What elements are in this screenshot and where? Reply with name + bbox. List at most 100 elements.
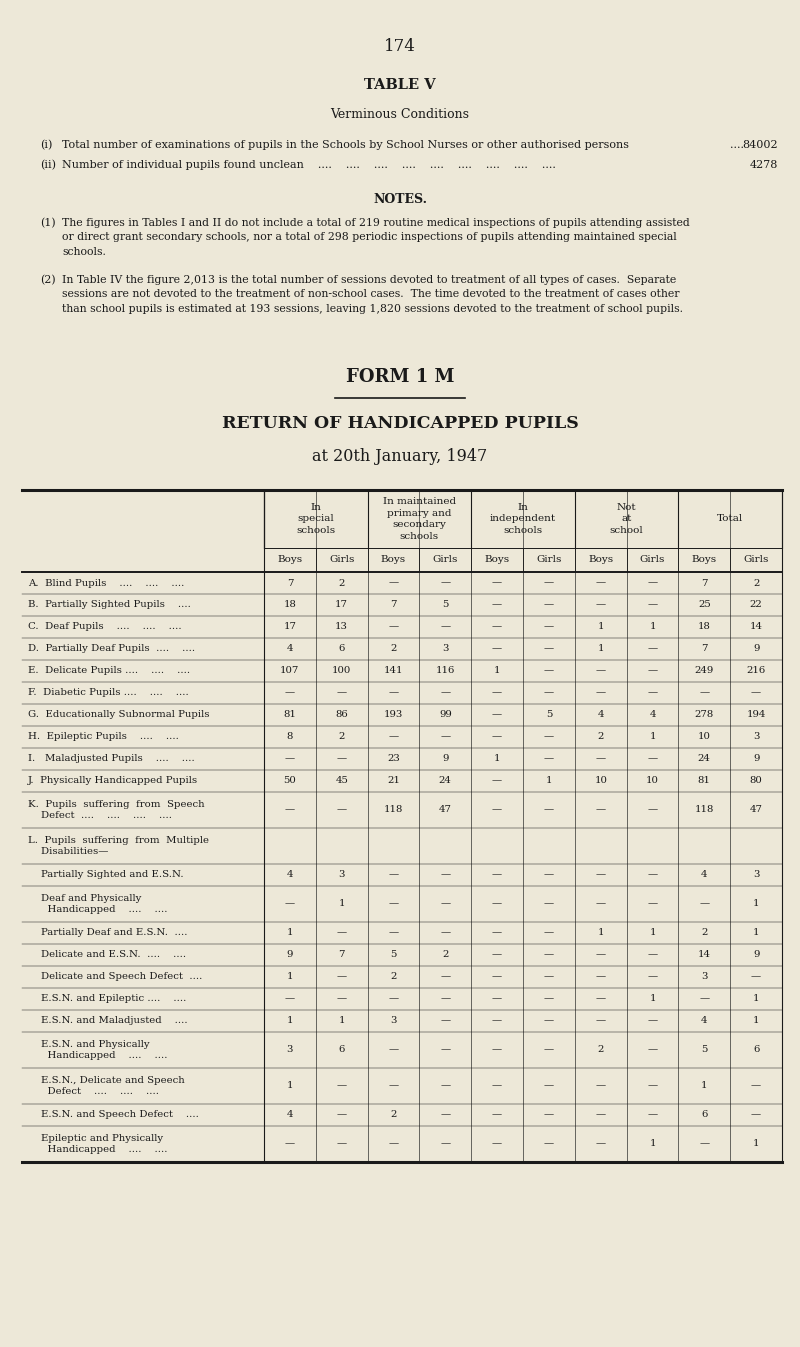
Text: —: — [492, 710, 502, 719]
Text: —: — [596, 1140, 606, 1149]
Text: —: — [285, 994, 295, 1004]
Text: —: — [440, 870, 450, 880]
Text: 50: 50 [283, 776, 296, 785]
Text: Boys: Boys [485, 555, 510, 564]
Text: 118: 118 [694, 806, 714, 815]
Text: 1: 1 [286, 928, 293, 938]
Text: 2: 2 [753, 578, 759, 587]
Text: 194: 194 [746, 710, 766, 719]
Text: Partially Deaf and E.S.N.  ....: Partially Deaf and E.S.N. .... [28, 928, 187, 938]
Text: —: — [647, 578, 658, 587]
Text: —: — [440, 1045, 450, 1055]
Text: —: — [596, 973, 606, 982]
Text: —: — [389, 622, 398, 632]
Text: —: — [596, 601, 606, 609]
Text: K.  Pupils  suffering  from  Speech
    Defect  ....    ....    ....    ....: K. Pupils suffering from Speech Defect .… [28, 800, 205, 820]
Text: —: — [440, 900, 450, 908]
Text: —: — [440, 688, 450, 698]
Text: 1: 1 [598, 644, 604, 653]
Text: —: — [389, 1045, 398, 1055]
Text: NOTES.: NOTES. [373, 193, 427, 206]
Text: —: — [596, 806, 606, 815]
Text: H.  Epileptic Pupils    ....    ....: H. Epileptic Pupils .... .... [28, 733, 179, 741]
Text: —: — [751, 688, 761, 698]
Text: —: — [699, 900, 710, 908]
Text: —: — [596, 754, 606, 764]
Text: Girls: Girls [433, 555, 458, 564]
Text: E.S.N. and Maladjusted    ....: E.S.N. and Maladjusted .... [28, 1017, 188, 1025]
Text: —: — [440, 928, 450, 938]
Text: 81: 81 [698, 776, 710, 785]
Text: 3: 3 [338, 870, 345, 880]
Text: —: — [389, 688, 398, 698]
Text: Boys: Boys [692, 555, 717, 564]
Text: —: — [285, 688, 295, 698]
Text: —: — [389, 733, 398, 741]
Text: —: — [544, 900, 554, 908]
Text: TABLE V: TABLE V [364, 78, 436, 92]
Text: 249: 249 [694, 667, 714, 675]
Text: 1: 1 [494, 667, 500, 675]
Text: 3: 3 [753, 733, 759, 741]
Text: 1: 1 [338, 1017, 345, 1025]
Text: —: — [389, 1140, 398, 1149]
Text: —: — [337, 688, 346, 698]
Text: —: — [492, 928, 502, 938]
Text: 6: 6 [338, 644, 345, 653]
Text: —: — [596, 951, 606, 959]
Text: 107: 107 [280, 667, 299, 675]
Text: 10: 10 [698, 733, 710, 741]
Text: —: — [337, 806, 346, 815]
Text: —: — [751, 1110, 761, 1119]
Text: 2: 2 [390, 1110, 397, 1119]
Text: 80: 80 [750, 776, 762, 785]
Text: —: — [492, 688, 502, 698]
Text: —: — [492, 973, 502, 982]
Text: 47: 47 [750, 806, 762, 815]
Text: —: — [440, 733, 450, 741]
Text: 1: 1 [286, 973, 293, 982]
Text: —: — [544, 806, 554, 815]
Text: 47: 47 [438, 806, 452, 815]
Text: Epileptic and Physically
      Handicapped    ....    ....: Epileptic and Physically Handicapped ...… [28, 1134, 167, 1154]
Text: (ii): (ii) [40, 160, 56, 170]
Text: —: — [647, 1110, 658, 1119]
Text: Girls: Girls [536, 555, 562, 564]
Text: L.  Pupils  suffering  from  Multiple
    Disabilities—: L. Pupils suffering from Multiple Disabi… [28, 835, 209, 857]
Text: 18: 18 [698, 622, 710, 632]
Text: —: — [440, 973, 450, 982]
Text: —: — [544, 601, 554, 609]
Text: E.S.N. and Epileptic ....    ....: E.S.N. and Epileptic .... .... [28, 994, 186, 1004]
Text: 1: 1 [753, 1140, 759, 1149]
Text: —: — [389, 870, 398, 880]
Text: E.S.N. and Physically
      Handicapped    ....    ....: E.S.N. and Physically Handicapped .... .… [28, 1040, 167, 1060]
Text: 3: 3 [753, 870, 759, 880]
Text: —: — [596, 994, 606, 1004]
Text: —: — [751, 973, 761, 982]
Text: 13: 13 [335, 622, 348, 632]
Text: 14: 14 [698, 951, 711, 959]
Text: Girls: Girls [329, 555, 354, 564]
Text: G.  Educationally Subnormal Pupils: G. Educationally Subnormal Pupils [28, 710, 210, 719]
Text: Boys: Boys [381, 555, 406, 564]
Text: Delicate and Speech Defect  ....: Delicate and Speech Defect .... [28, 973, 202, 982]
Text: 22: 22 [750, 601, 762, 609]
Text: —: — [699, 994, 710, 1004]
Text: 7: 7 [286, 578, 293, 587]
Text: —: — [492, 622, 502, 632]
Text: Girls: Girls [743, 555, 769, 564]
Text: —: — [544, 733, 554, 741]
Text: 45: 45 [335, 776, 348, 785]
Text: In
independent
schools: In independent schools [490, 502, 556, 535]
Text: 2: 2 [598, 733, 604, 741]
Text: 7: 7 [338, 951, 345, 959]
Text: —: — [492, 578, 502, 587]
Text: 4: 4 [286, 870, 293, 880]
Text: 1: 1 [650, 928, 656, 938]
Text: —: — [544, 1017, 554, 1025]
Text: —: — [647, 1045, 658, 1055]
Text: —: — [440, 1110, 450, 1119]
Text: 99: 99 [439, 710, 452, 719]
Text: —: — [596, 1082, 606, 1091]
Text: 9: 9 [286, 951, 293, 959]
